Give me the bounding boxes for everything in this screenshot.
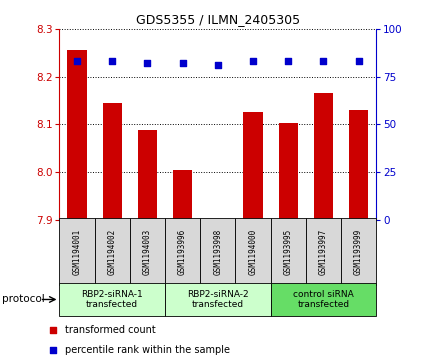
Text: RBP2-siRNA-2
transfected: RBP2-siRNA-2 transfected [187, 290, 249, 309]
Text: RBP2-siRNA-1
transfected: RBP2-siRNA-1 transfected [81, 290, 143, 309]
Text: GSM1194003: GSM1194003 [143, 228, 152, 274]
Bar [243, 113, 263, 220]
Point [50, 347, 57, 353]
Point [109, 58, 116, 64]
Text: GSM1193997: GSM1193997 [319, 228, 328, 274]
Bar [95, 218, 130, 285]
Bar [341, 218, 376, 285]
Point [179, 60, 186, 66]
Bar [271, 218, 306, 285]
Bar [314, 93, 333, 220]
Bar [306, 218, 341, 285]
Bar [200, 218, 235, 285]
Bar [173, 170, 192, 220]
Bar [103, 103, 122, 220]
Bar [349, 110, 368, 220]
Point [144, 60, 151, 66]
Bar [279, 123, 298, 220]
Bar [138, 130, 157, 220]
Text: percentile rank within the sample: percentile rank within the sample [65, 345, 230, 355]
Bar [165, 218, 200, 285]
Text: protocol: protocol [2, 294, 45, 305]
Text: GSM1193995: GSM1193995 [284, 228, 293, 274]
Point [73, 58, 81, 64]
Text: GSM1194001: GSM1194001 [73, 228, 81, 274]
Bar [165, 283, 271, 316]
Bar [271, 283, 376, 316]
Point [214, 62, 221, 68]
Text: transformed count: transformed count [65, 326, 155, 335]
Text: GSM1193999: GSM1193999 [354, 228, 363, 274]
Point [355, 58, 362, 64]
Point [50, 327, 57, 333]
Bar [130, 218, 165, 285]
Bar [208, 219, 227, 220]
Bar [67, 50, 87, 220]
Text: GSM1193998: GSM1193998 [213, 228, 222, 274]
Bar [59, 218, 95, 285]
Text: GSM1194000: GSM1194000 [249, 228, 257, 274]
Point [320, 58, 327, 64]
Bar [59, 283, 165, 316]
Text: GSM1193996: GSM1193996 [178, 228, 187, 274]
Bar [235, 218, 271, 285]
Point [285, 58, 292, 64]
Text: GSM1194002: GSM1194002 [108, 228, 117, 274]
Point [249, 58, 257, 64]
Text: control siRNA
transfected: control siRNA transfected [293, 290, 354, 309]
Title: GDS5355 / ILMN_2405305: GDS5355 / ILMN_2405305 [136, 13, 300, 26]
